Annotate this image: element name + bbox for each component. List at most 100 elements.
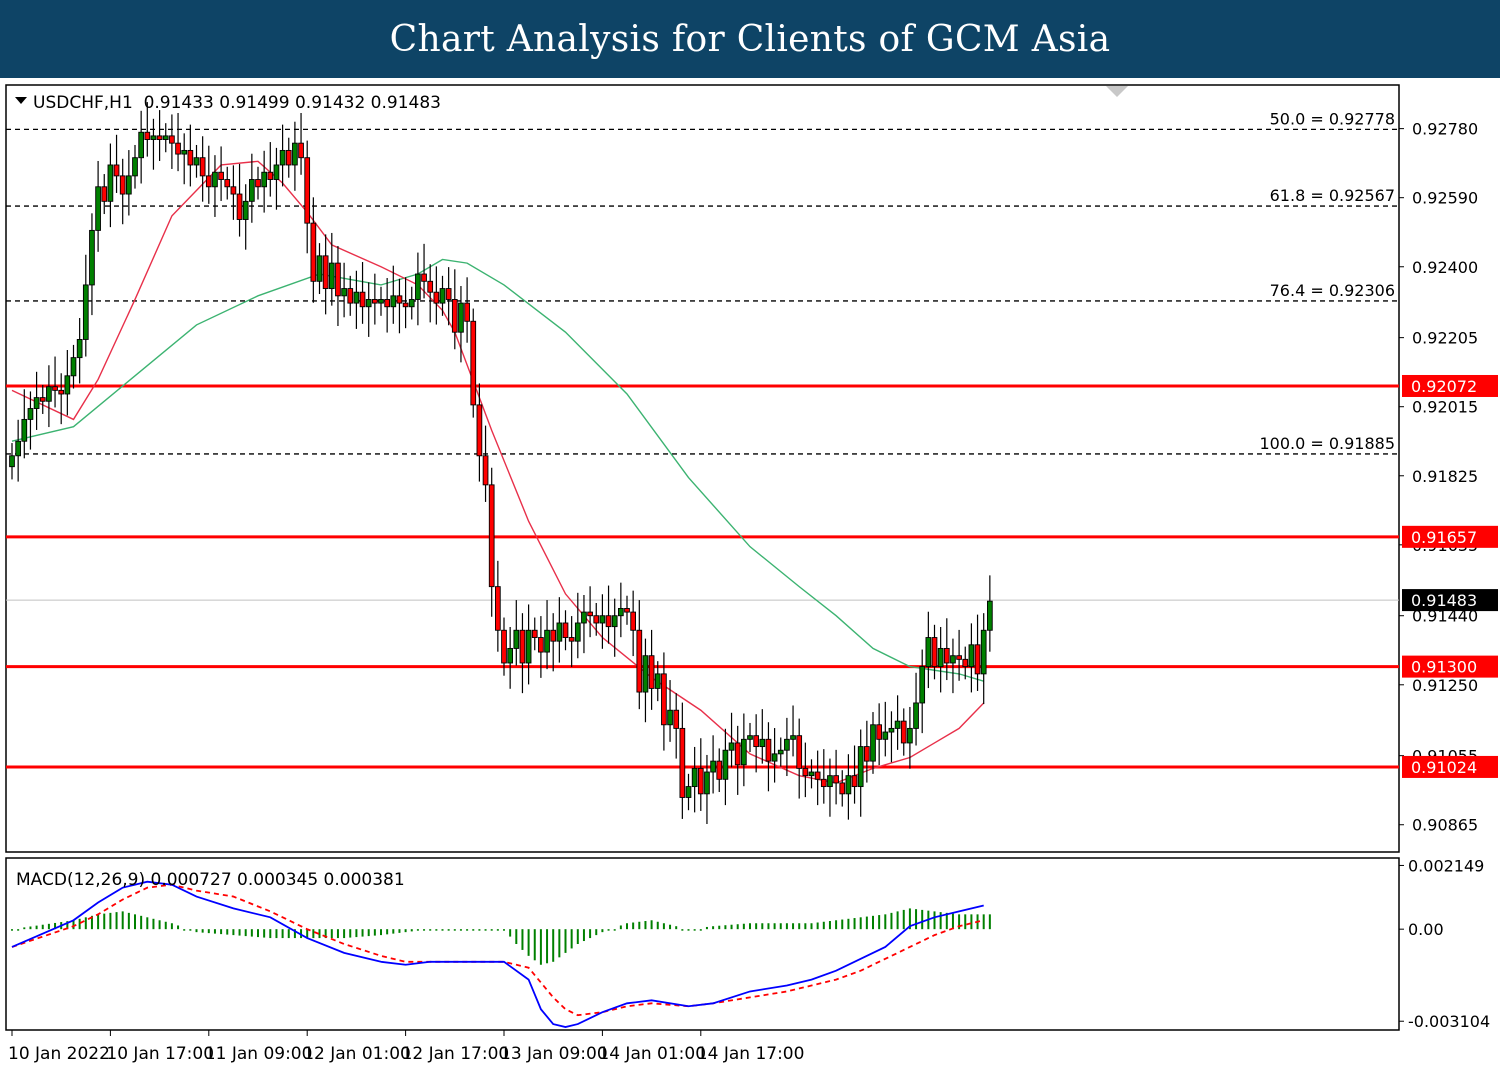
candle-125 [777, 737, 784, 767]
candle-118 [734, 725, 741, 795]
candle-154 [956, 629, 962, 681]
candle-32 [205, 145, 212, 204]
candle-103 [642, 638, 649, 723]
candle-body-30 [193, 157, 200, 166]
candle-body-92 [574, 622, 581, 642]
candle-body-27 [175, 142, 181, 155]
macd-tick-label-1: 0.00 [1408, 920, 1444, 939]
candle-body-108 [673, 709, 680, 729]
candle-22 [144, 102, 151, 157]
candle-89 [556, 597, 563, 663]
candle-137 [851, 745, 858, 804]
candle-body-96 [599, 615, 606, 624]
candle-42 [267, 142, 274, 197]
candle-59 [372, 273, 378, 325]
candle-37 [236, 163, 243, 237]
time-tick-label-7: 14 Jan 17:00 [697, 1044, 805, 1064]
candle-body-112 [697, 767, 704, 795]
candle-body-143 [888, 727, 895, 733]
candle-body-38 [242, 200, 249, 220]
candle-body-54 [341, 288, 347, 297]
chart-shift-marker[interactable] [1106, 86, 1128, 97]
candle-33 [212, 155, 218, 217]
candle-body-131 [814, 771, 821, 780]
ma-slow-line [11, 258, 984, 682]
candle-body-147 [913, 702, 919, 729]
banner-title: Chart Analysis for Clients of GCM Asia [389, 18, 1111, 60]
candle-body-45 [285, 149, 292, 166]
candle-135 [839, 770, 846, 807]
candle-41 [261, 150, 268, 213]
candle-152 [943, 618, 950, 681]
candle-body-24 [156, 135, 163, 140]
candle-29 [187, 124, 194, 187]
candle-75 [470, 308, 477, 418]
candle-body-44 [279, 149, 286, 166]
candle-80 [501, 617, 507, 676]
candle-body-154 [956, 655, 962, 660]
candle-body-4 [33, 397, 40, 409]
candle-23 [150, 118, 157, 170]
candle-82 [513, 600, 520, 666]
candle-body-153 [950, 655, 956, 664]
candle-90 [562, 610, 569, 651]
candle-104 [648, 629, 655, 710]
symbol-dropdown-icon[interactable] [15, 97, 27, 104]
candle-129 [802, 742, 809, 798]
candle-35 [224, 166, 231, 200]
candle-body-51 [322, 255, 329, 290]
candle-64 [402, 277, 409, 329]
candle-138 [857, 729, 864, 817]
candle-body-118 [734, 742, 741, 766]
candle-93 [581, 595, 587, 654]
time-tick-label-4: 12 Jan 17:00 [402, 1044, 510, 1064]
time-tick-label-1: 10 Jan 17:00 [106, 1044, 214, 1064]
candle-8 [58, 373, 65, 425]
candle-body-94 [587, 611, 593, 617]
candle-2 [21, 389, 28, 459]
candle-body-159 [987, 600, 993, 631]
candle-body-148 [919, 666, 926, 704]
candle-body-86 [538, 637, 544, 653]
sr-label-2: 0.91300 [1411, 658, 1477, 677]
sr-label-3: 0.91024 [1411, 758, 1477, 777]
candle-body-117 [728, 742, 735, 751]
candle-body-1 [15, 440, 22, 457]
candle-96 [599, 594, 606, 649]
candle-34 [218, 146, 224, 201]
candle-body-155 [962, 658, 969, 668]
candle-40 [255, 166, 261, 200]
candle-body-6 [46, 386, 52, 402]
candle-body-103 [642, 655, 649, 693]
candle-body-80 [501, 629, 507, 664]
candle-123 [765, 722, 772, 792]
candle-body-87 [544, 629, 550, 653]
candle-body-9 [64, 375, 71, 395]
time-tick-label-5: 13 Jan 09:00 [500, 1044, 608, 1064]
candle-48 [304, 140, 311, 254]
fib-label-0: 50.0 = 0.92778 [1270, 109, 1395, 128]
candle-141 [876, 703, 883, 766]
candle-body-145 [900, 720, 907, 744]
candle-3 [27, 391, 34, 450]
candle-body-8 [58, 389, 65, 395]
candle-114 [710, 735, 716, 794]
candle-120 [747, 722, 753, 753]
candle-body-156 [968, 644, 975, 668]
candle-body-76 [476, 404, 483, 457]
candle-88 [550, 613, 557, 672]
candle-body-22 [144, 131, 151, 140]
candle-body-75 [470, 320, 477, 406]
candle-body-98 [611, 615, 618, 628]
candle-87 [544, 600, 550, 670]
candle-body-151 [937, 647, 944, 668]
candle-body-41 [261, 171, 268, 188]
candle-body-70 [439, 288, 446, 304]
candle-body-19 [125, 175, 132, 195]
candle-153 [950, 638, 956, 694]
candle-body-125 [777, 749, 784, 755]
candle-73 [458, 286, 464, 363]
candle-body-135 [839, 782, 846, 795]
sr-label-box-0 [1402, 374, 1498, 397]
candle-body-20 [132, 157, 138, 177]
